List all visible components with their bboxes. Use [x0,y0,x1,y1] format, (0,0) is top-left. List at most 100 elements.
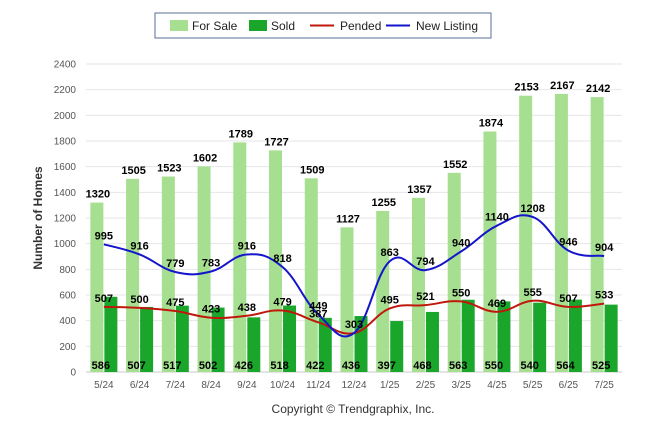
y-tick-label: 200 [59,342,76,353]
y-tick-label: 1200 [54,214,77,225]
for-sale-value-label: 2167 [550,80,574,92]
for-sale-bar [126,178,140,372]
new-listing-value-label: 916 [238,240,256,252]
sold-bar [390,321,404,372]
sold-value-label: 502 [199,360,217,372]
for-sale-value-label: 1320 [86,189,110,201]
sold-value-label: 586 [92,360,110,372]
for-sale-bar [340,227,354,372]
x-tick-label: 6/25 [559,380,579,391]
sold-bar [604,304,618,372]
sold-bar [175,305,189,372]
y-tick-label: 800 [59,265,76,276]
y-tick-label: 1000 [54,239,77,250]
x-tick-label: 9/24 [237,380,257,391]
y-tick-label: 2200 [54,85,77,96]
x-tick-label: 3/25 [451,380,471,391]
y-tick-label: 0 [70,368,76,379]
sold-value-label: 564 [556,360,575,372]
for-sale-value-label: 1127 [336,213,360,225]
chart-data-labels: 1320 1505 1523 1602 1789 1727 1509 1127 1255 1357… [86,80,615,372]
x-axis-ticks: 5/24 6/24 7/24 8/24 9/24 10/24 11/24 12/24 1/25 2… [94,380,614,391]
sold-value-label: 468 [413,360,431,372]
sold-value-label: 525 [592,360,610,372]
for-sale-value-label: 1789 [229,128,253,140]
for-sale-bar [590,97,604,373]
legend-item: For Sale [170,19,238,33]
legend-label: Sold [271,19,295,33]
chart-lines [103,214,605,338]
for-sale-bar [483,131,497,372]
y-axis-label: Number of Homes [31,166,45,270]
y-tick-label: 1400 [54,188,77,199]
for-sale-bar [161,176,175,372]
x-tick-label: 8/24 [201,380,221,391]
sold-value-label: 507 [127,360,145,372]
for-sale-bar [90,202,104,372]
sold-value-label: 436 [342,360,360,372]
for-sale-bar [519,95,533,372]
sold-bar [425,311,439,372]
sold-bar [283,305,297,372]
for-sale-value-label: 1509 [300,164,324,176]
pended-value-label: 423 [202,304,220,316]
new-listing-value-label: 449 [309,300,327,312]
y-tick-label: 2000 [54,111,77,122]
new-listing-value-label: 995 [95,230,113,242]
legend-swatch [170,20,188,31]
for-sale-bar [447,172,461,372]
pended-value-label: 469 [488,298,506,310]
pended-value-label: 500 [130,294,148,306]
sold-value-label: 540 [520,360,538,372]
for-sale-value-label: 1552 [443,159,467,171]
legend-label: Pended [340,19,381,33]
y-tick-label: 1600 [54,162,77,173]
pended-value-label: 507 [559,293,577,305]
new-listing-value-label: 940 [452,237,470,249]
x-tick-label: 11/24 [306,380,331,391]
sold-bar [318,317,332,372]
pended-value-label: 521 [416,291,434,303]
y-tick-label: 2400 [54,60,77,71]
chart-legend: For Sale Sold Pended New Listing [154,12,492,39]
pended-value-label: 387 [309,308,327,320]
x-tick-label: 7/24 [166,380,186,391]
x-tick-label: 4/25 [487,380,507,391]
for-sale-value-label: 1357 [407,184,431,196]
legend-item: New Listing [386,19,478,33]
sold-value-label: 397 [378,360,396,372]
for-sale-bar [411,197,425,372]
sold-value-label: 422 [306,360,324,372]
y-tick-label: 400 [59,316,76,327]
pended-value-label: 550 [452,287,470,299]
y-tick-label: 600 [59,291,76,302]
x-tick-label: 7/25 [594,380,614,391]
copyright-text: Copyright © Trendgraphix, Inc. [272,402,435,416]
for-sale-value-label: 1255 [371,197,395,209]
for-sale-value-label: 2153 [514,82,538,94]
for-sale-bar [197,166,211,372]
sold-value-label: 550 [485,360,503,372]
legend-label: For Sale [192,19,238,33]
pended-value-label: 495 [381,294,399,306]
pended-value-label: 479 [273,297,291,309]
for-sale-value-label: 1874 [479,118,504,130]
new-listing-value-label: 783 [202,258,220,270]
new-listing-value-label: 794 [416,256,435,268]
y-axis-ticks: 0 200 400 600 800 1000 1200 1400 1600 1800 2000 220… [54,60,77,379]
legend-item: Pended [310,19,381,33]
for-sale-value-label: 1602 [193,152,217,164]
sold-bar [104,296,118,372]
legend-item: Sold [249,19,295,33]
sold-bar [247,317,261,372]
sold-bar [140,306,154,372]
pended-value-label: 303 [345,319,363,331]
new-listing-value-label: 1140 [485,212,509,224]
for-sale-bar [376,210,390,372]
new-listing-value-label: 904 [595,242,614,254]
sold-value-label: 517 [163,360,181,372]
sold-bar [497,301,511,372]
for-sale-value-label: 1727 [264,136,288,148]
new-listing-value-label: 779 [166,258,184,270]
